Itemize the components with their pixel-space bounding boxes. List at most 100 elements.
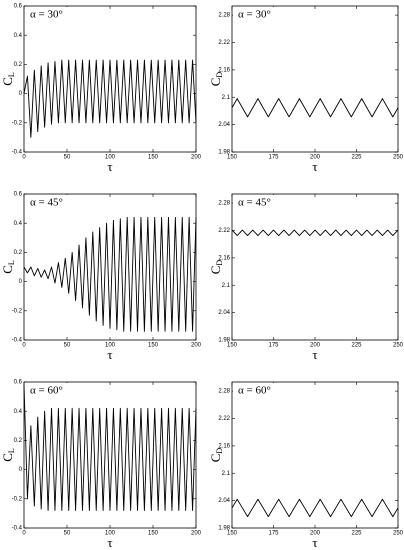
annotation-box [233,7,277,22]
y-tick-label: 2.16 [218,443,230,449]
annotation: α = 45° [30,197,63,209]
x-tick-label: 175 [268,531,279,537]
y-tick-label: -0.2 [12,496,23,502]
x-tick-label: 250 [393,531,404,537]
y-tick-label: 2.28 [218,201,230,207]
y-axis-label-main: C [208,78,223,87]
x-tick-label: 50 [64,531,71,537]
x-axis-label: τ [107,159,112,174]
x-axis-label: τ [312,159,317,174]
panel: 1.98 2.04 2.1 2.16 2.22 2.28 150 175 200 225 250 τ C… [208,193,404,362]
x-tick-label: 200 [310,343,321,349]
x-tick-label: 150 [227,343,238,349]
annotation-box [25,383,69,398]
y-tick-label: 2.16 [218,255,230,261]
y-tick-label: 2.04 [218,310,230,316]
y-tick-label: 0 [19,467,23,473]
x-tick-label: 200 [191,343,202,349]
data-line [231,98,399,118]
data-line [231,498,399,518]
y-tick-label: 2.1 [222,283,231,289]
x-tick-label: 200 [310,531,321,537]
x-tick-label: 100 [105,343,116,349]
y-axis-label-sub: D [215,448,224,454]
y-axis-label: CL [0,448,16,462]
x-axis-label: τ [312,535,317,550]
y-axis-label: CL [0,260,16,274]
x-tick-label: 0 [22,531,26,537]
y-tick-label: -0.4 [12,150,23,156]
y-tick-label: 0.6 [14,380,23,386]
y-tick-label: 0.2 [14,250,23,256]
y-tick-label: 1.98 [218,150,230,156]
y-axis-label-sub: L [7,72,16,77]
x-tick-label: 100 [105,155,116,161]
y-tick-label: 0.4 [14,33,23,39]
x-tick-label: 0 [22,155,26,161]
x-tick-label: 250 [393,155,404,161]
x-tick-label: 50 [64,155,71,161]
y-tick-label: -0.2 [12,120,23,126]
y-tick-label: -0.4 [12,526,23,532]
x-tick-label: 225 [351,343,362,349]
y-axis-label-main: C [0,77,15,86]
annotation-box [233,383,277,398]
y-tick-label: 0.2 [14,438,23,444]
y-axis-label: CD [208,260,224,275]
x-axis-label: τ [107,535,112,550]
y-tick-label: 2.28 [218,389,230,395]
y-axis-label: CD [208,72,224,87]
y-tick-label: 2.22 [218,228,230,234]
annotation-box [25,195,69,210]
annotation-box [25,7,69,22]
y-axis-label-sub: L [7,260,16,265]
y-tick-label: 2.1 [222,471,231,477]
y-axis-label-main: C [208,454,223,463]
x-tick-label: 175 [268,343,279,349]
x-tick-label: 200 [191,155,202,161]
x-tick-label: 250 [393,343,404,349]
y-tick-label: 2.04 [218,498,230,504]
annotation: α = 45° [238,197,271,209]
x-tick-label: 175 [268,155,279,161]
plot-area [23,5,197,153]
x-tick-label: 50 [64,343,71,349]
y-tick-label: 1.98 [218,526,230,532]
x-tick-label: 150 [148,155,159,161]
y-axis-label: CL [0,72,16,86]
x-tick-label: 150 [227,531,238,537]
data-line [231,229,399,236]
y-tick-label: -0.4 [12,338,23,344]
y-axis-label-main: C [208,266,223,275]
y-axis-label-sub: D [215,72,224,78]
y-tick-label: -0.2 [12,308,23,314]
x-tick-label: 225 [351,155,362,161]
y-tick-label: 0.6 [14,192,23,198]
x-axis-label: τ [107,347,112,362]
data-line [23,216,197,332]
panel: 1.98 2.04 2.1 2.16 2.22 2.28 150 175 200 225 250 τ C… [208,5,404,174]
y-tick-label: 0 [19,279,23,285]
y-tick-label: 2.22 [218,40,230,46]
y-tick-label: 2.28 [218,13,230,19]
annotation-box [233,195,277,210]
x-tick-label: 150 [227,155,238,161]
y-tick-label: 0 [19,91,23,97]
y-tick-label: 2.22 [218,416,230,422]
x-tick-label: 225 [351,531,362,537]
x-tick-label: 0 [22,343,26,349]
x-axis-label: τ [312,347,317,362]
panel: 1.98 2.04 2.1 2.16 2.22 2.28 150 175 200 225 250 τ C… [208,381,404,550]
x-tick-label: 150 [148,343,159,349]
plot-area [231,5,399,153]
plot-area [231,193,399,341]
y-tick-label: 0.4 [14,409,23,415]
y-tick-label: 0.2 [14,62,23,68]
y-tick-label: 0.6 [14,4,23,10]
plot-area [231,381,399,529]
y-axis-label: CD [208,448,224,463]
